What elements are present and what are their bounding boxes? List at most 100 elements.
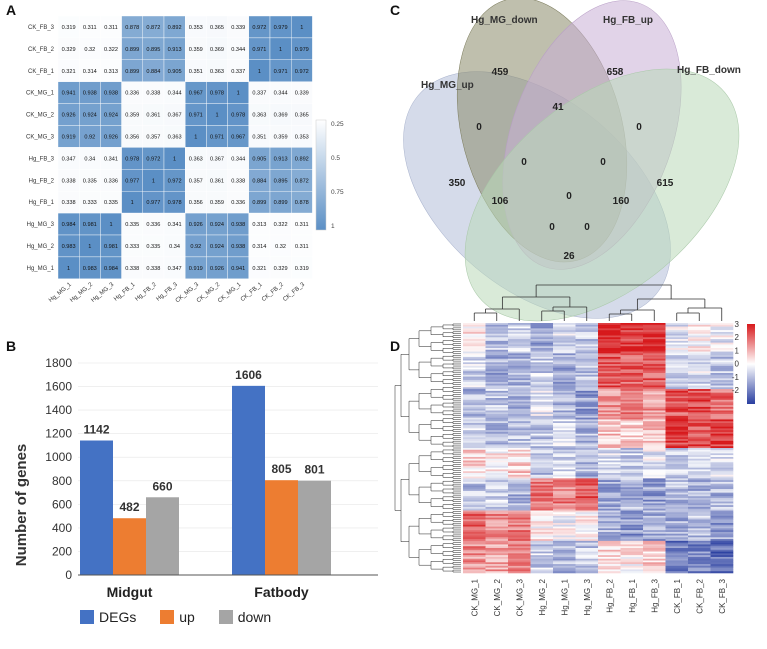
expression-cell — [598, 387, 621, 390]
expression-cell — [665, 462, 689, 465]
expression-cell — [575, 401, 599, 404]
heatmap-cell-value: 0.895 — [274, 178, 288, 184]
expression-cell — [485, 517, 509, 520]
expression-cell — [620, 455, 644, 458]
expression-cell — [553, 533, 576, 536]
expression-cell — [710, 460, 734, 463]
expression-cell — [643, 503, 666, 506]
expression-cell — [710, 565, 734, 568]
expression-cell — [530, 555, 554, 558]
expression-cell — [665, 487, 689, 490]
expression-cell — [688, 437, 711, 440]
expression-cell — [688, 324, 711, 327]
heatmap-cell-value: 0.878 — [295, 200, 309, 206]
expression-cell — [665, 326, 689, 329]
expression-cell — [688, 521, 711, 524]
expression-cell — [485, 553, 509, 556]
expression-cell — [688, 364, 711, 367]
expression-colorbar-tick: -1 — [732, 373, 740, 382]
expression-cell — [598, 376, 621, 379]
expression-cell — [530, 537, 554, 540]
expression-cell — [575, 512, 599, 515]
expression-cell — [598, 346, 621, 349]
expression-cell — [553, 348, 576, 351]
expression-cell — [508, 324, 531, 327]
expression-cell — [463, 342, 486, 345]
expression-cell — [710, 465, 734, 468]
expression-cell — [485, 374, 509, 377]
heatmap-cell-value: 0.938 — [231, 222, 245, 228]
expression-cell — [530, 478, 554, 481]
expression-cell — [643, 456, 666, 460]
expression-cell — [463, 387, 486, 390]
expression-cell — [688, 528, 711, 531]
expression-cell — [485, 430, 509, 433]
correlation-colorbar — [315, 119, 327, 231]
expression-cell — [508, 326, 531, 329]
heatmap-cell-value: 0.367 — [168, 113, 182, 119]
bar-legend: DEGs up down — [80, 609, 291, 627]
expression-cell — [553, 508, 576, 511]
heatmap-cell-value: 0.341 — [104, 156, 118, 162]
expression-cell — [643, 487, 666, 490]
expression-cell — [620, 549, 644, 552]
row-dendrogram-branch — [452, 542, 461, 545]
expression-cell — [598, 419, 621, 422]
expression-cell — [575, 567, 599, 570]
expression-cell — [598, 455, 621, 458]
expression-cell — [598, 478, 621, 481]
expression-cell — [620, 537, 644, 540]
expression-cell — [530, 396, 554, 399]
expression-cell — [463, 348, 486, 351]
expression-cell — [598, 569, 621, 572]
expression-cell — [598, 485, 621, 488]
expression-cell — [710, 506, 734, 510]
expression-cell — [553, 467, 576, 470]
expression-cell — [508, 548, 531, 551]
expression-cell — [485, 535, 509, 538]
expression-cell — [530, 506, 554, 510]
expression-cell — [620, 324, 644, 327]
expression-cell — [485, 489, 509, 492]
expression-cell — [575, 467, 599, 470]
expression-cell — [508, 499, 531, 502]
heatmap-cell-value: 0.984 — [104, 266, 118, 272]
expression-cell — [485, 564, 509, 567]
expression-cell — [508, 464, 531, 467]
expression-col-label: CK_FB_1 — [673, 578, 682, 613]
row-dendrogram-branch — [452, 429, 461, 432]
expression-cell — [643, 390, 666, 393]
expression-cell — [665, 351, 689, 354]
expression-cell — [530, 394, 554, 397]
expression-cell — [530, 469, 554, 472]
expression-cell — [575, 371, 599, 374]
heatmap-cell-value: 0.369 — [274, 113, 288, 119]
heatmap-cell-value: 0.336 — [104, 178, 118, 184]
expression-cell — [553, 401, 576, 404]
expression-colorbar — [747, 324, 755, 404]
expression-cell — [485, 514, 509, 517]
expression-cell — [665, 442, 689, 445]
expression-cell — [485, 503, 509, 506]
expression-cell — [530, 433, 554, 436]
expression-cell — [643, 458, 666, 461]
expression-cell — [463, 408, 486, 411]
expression-cell — [463, 556, 486, 560]
expression-cell — [620, 342, 644, 345]
expression-cell — [553, 383, 576, 386]
expression-cell — [508, 540, 531, 543]
row-dendrogram-branch — [442, 527, 453, 533]
expression-cell — [688, 539, 711, 542]
expression-cell — [553, 424, 576, 427]
expression-cell — [575, 339, 599, 342]
expression-cell — [598, 353, 621, 356]
expression-cell — [575, 453, 599, 456]
expression-cell — [598, 356, 621, 360]
heatmap-cell-value: 0.363 — [168, 134, 182, 140]
expression-cell — [665, 465, 689, 468]
expression-cell — [598, 369, 621, 372]
expression-cell — [598, 351, 621, 354]
expression-cell — [643, 471, 666, 474]
expression-cell — [463, 337, 486, 340]
expression-cell — [463, 419, 486, 422]
